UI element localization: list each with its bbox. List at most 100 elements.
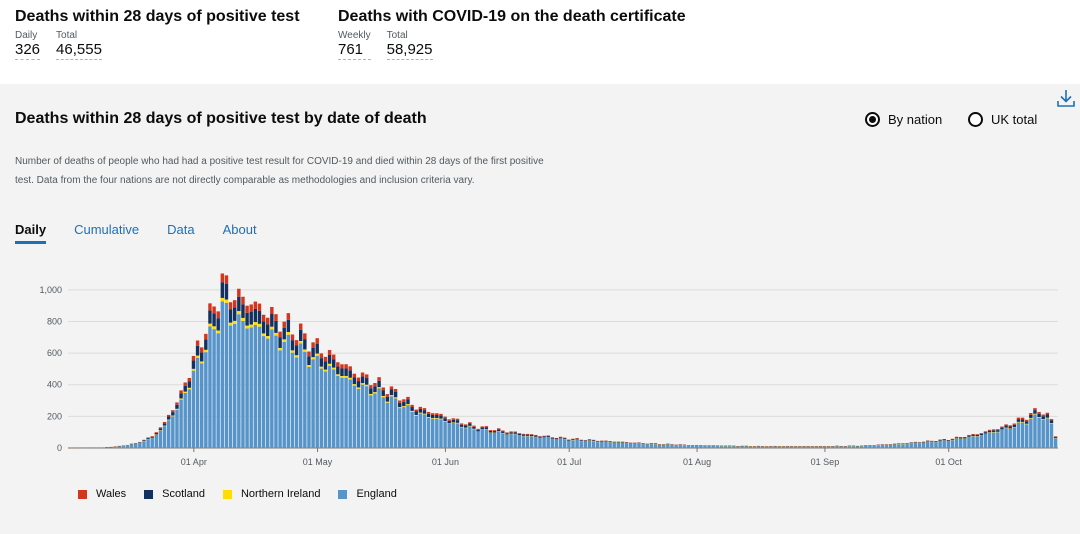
bar-scotland <box>1053 436 1058 438</box>
legend-wales[interactable]: Wales <box>78 488 126 500</box>
bar-wales <box>1045 412 1050 415</box>
bar-wales <box>286 313 291 320</box>
bar-wales <box>492 430 497 432</box>
bar-wales <box>406 396 410 400</box>
bar-northern-ireland <box>191 368 196 371</box>
bar-scotland <box>975 434 979 437</box>
bar-england <box>967 437 971 448</box>
bar-northern-ireland <box>216 330 220 334</box>
bar-scotland <box>336 366 340 375</box>
bar-england <box>563 439 567 448</box>
tab-data[interactable]: Data <box>167 222 195 237</box>
y-tick-label: 800 <box>47 316 62 326</box>
bar-wales <box>282 321 286 328</box>
bar-england <box>963 438 967 448</box>
bar-wales <box>187 377 192 382</box>
bar-england <box>810 446 814 448</box>
bar-england <box>431 418 435 448</box>
bar-england <box>455 423 460 448</box>
bar-england <box>674 445 678 448</box>
bar-scotland <box>385 396 390 402</box>
bar-england <box>191 370 196 448</box>
bar-england <box>521 436 526 448</box>
bar-england <box>154 434 159 448</box>
bar-wales <box>1020 417 1025 420</box>
bar-scotland <box>212 313 216 327</box>
bar-england <box>567 440 571 448</box>
bar-scotland <box>1045 414 1050 418</box>
radio-uk-total[interactable]: UK total <box>968 112 1037 127</box>
bar-england <box>117 446 121 448</box>
bar-wales <box>216 311 220 319</box>
bar-wales <box>183 382 187 386</box>
bar-scotland <box>154 433 159 435</box>
tab-about[interactable]: About <box>222 222 257 237</box>
legend-scotland[interactable]: Scotland <box>144 488 205 500</box>
bar-scotland <box>414 411 418 415</box>
bar-northern-ireland <box>241 317 245 321</box>
metric-value[interactable]: 326 <box>15 41 41 60</box>
bar-england <box>125 445 130 448</box>
bar-wales <box>360 372 365 377</box>
bar-wales <box>967 434 971 436</box>
bar-england <box>785 446 790 448</box>
bar-england <box>633 443 637 448</box>
bar-scotland <box>596 441 600 442</box>
bar-england <box>113 446 117 448</box>
metric-label: Total <box>386 30 408 41</box>
legend-northern-ireland[interactable]: Northern Ireland <box>222 488 320 500</box>
bar-scotland <box>926 440 930 442</box>
bar-northern-ireland <box>245 325 249 329</box>
radio-by-nation[interactable]: By nation <box>865 112 942 127</box>
download-icon[interactable] <box>1056 88 1076 108</box>
metric-value[interactable]: 761 <box>338 41 371 60</box>
bar-england <box>728 445 732 448</box>
bar-england <box>678 444 682 448</box>
tab-daily[interactable]: Daily <box>15 222 47 244</box>
bar-wales <box>534 434 538 436</box>
bar-northern-ireland <box>233 320 237 324</box>
bar-scotland <box>525 434 530 436</box>
bar-scotland <box>554 438 559 440</box>
bar-scotland <box>591 440 596 441</box>
tab-cumulative[interactable]: Cumulative <box>74 222 140 237</box>
bar-wales <box>307 351 311 357</box>
bar-northern-ireland <box>228 322 233 326</box>
bar-northern-ireland <box>261 333 266 337</box>
bar-england <box>695 445 699 448</box>
bar-northern-ireland <box>315 353 319 356</box>
bar-england <box>575 439 579 448</box>
legend-label: England <box>356 488 397 500</box>
bar-wales <box>464 424 468 426</box>
bar-england <box>827 446 831 448</box>
bar-scotland <box>422 410 427 414</box>
bar-england <box>109 447 113 448</box>
bar-scotland <box>274 320 278 333</box>
bar-scotland <box>237 296 241 312</box>
bar-scotland <box>373 386 377 393</box>
bar-northern-ireland <box>389 395 394 397</box>
legend-swatch <box>222 489 232 499</box>
bar-scotland <box>1020 419 1025 422</box>
bar-wales <box>431 413 435 415</box>
bar-england <box>303 351 307 448</box>
bar-england <box>517 435 522 448</box>
bar-scotland <box>233 307 237 321</box>
bar-england <box>1025 424 1029 448</box>
legend-england[interactable]: England <box>338 488 397 500</box>
metric-value[interactable]: 58,925 <box>386 41 433 60</box>
bar-wales <box>505 432 509 434</box>
bar-northern-ireland <box>352 384 357 386</box>
bar-scotland <box>266 324 270 336</box>
bar-england <box>323 371 328 448</box>
bar-england <box>1008 428 1012 448</box>
metric-total: Total 58,925 <box>386 30 433 60</box>
radio-label: By nation <box>888 112 943 127</box>
bar-scotland <box>142 440 146 441</box>
metric-value[interactable]: 46,555 <box>56 41 102 60</box>
bar-northern-ireland <box>356 387 361 389</box>
bar-scotland <box>451 419 456 423</box>
bar-england <box>241 320 245 448</box>
bar-northern-ireland <box>393 397 398 399</box>
metric-total: Total 46,555 <box>56 30 102 60</box>
